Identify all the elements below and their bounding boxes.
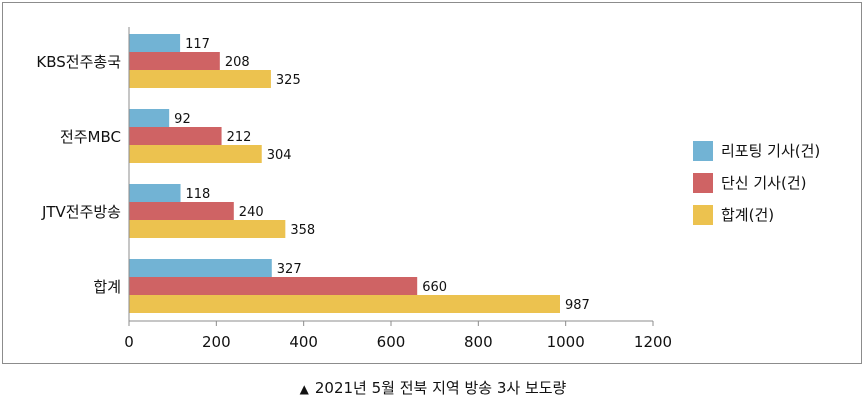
data-label-2-0: 118: [186, 187, 211, 202]
x-tick-label-0: 0: [124, 333, 134, 351]
category-label-2: JTV전주방송: [41, 203, 121, 221]
caption-text: 2021년 5월 전북 지역 방송 3사 보도량: [314, 379, 567, 397]
caption-marker: ▲: [299, 382, 309, 396]
x-tick-label-1: 200: [202, 333, 231, 351]
bar-2-2: [129, 220, 286, 238]
x-tick-label-5: 1000: [547, 333, 585, 351]
bar-0-1: [129, 52, 220, 70]
data-label-1-1: 212: [227, 130, 252, 145]
bar-1-2: [129, 145, 262, 163]
bar-2-1: [129, 202, 234, 220]
legend-label-2: 합계(건): [721, 206, 774, 224]
legend-swatch-0: [693, 141, 713, 161]
data-label-1-0: 92: [174, 112, 191, 127]
data-label-0-0: 117: [185, 37, 210, 52]
data-label-3-1: 660: [422, 280, 447, 295]
bar-0-2: [129, 70, 271, 88]
data-label-3-0: 327: [277, 262, 302, 277]
data-label-2-2: 358: [290, 223, 315, 238]
bar-2-0: [129, 184, 181, 202]
bar-1-0: [129, 109, 170, 127]
category-label-3: 합계: [93, 278, 121, 296]
category-label-1: 전주MBC: [60, 128, 121, 146]
legend-swatch-2: [693, 205, 713, 225]
x-tick-label-3: 600: [377, 333, 406, 351]
figure-caption: ▲ 2021년 5월 전북 지역 방송 3사 보도량: [0, 377, 866, 398]
data-label-3-2: 987: [565, 298, 590, 313]
legend-swatch-1: [693, 173, 713, 193]
bar-3-1: [129, 277, 418, 295]
x-tick-label-2: 400: [289, 333, 318, 351]
data-label-0-2: 325: [276, 73, 301, 88]
legend-label-1: 단신 기사(건): [721, 174, 806, 192]
data-label-2-1: 240: [239, 205, 264, 220]
bar-1-1: [129, 127, 222, 145]
chart-frame: 117 208 325 KBS전주총국 92 212 304 전주MBC 118 240 358 JT…: [2, 2, 862, 364]
x-tick-label-4: 800: [464, 333, 493, 351]
bar-3-0: [129, 259, 272, 277]
data-label-1-2: 304: [267, 148, 292, 163]
bar-3-2: [129, 295, 560, 313]
category-label-0: KBS전주총국: [36, 53, 121, 71]
data-label-0-1: 208: [225, 55, 250, 70]
x-tick-label-6: 1200: [634, 333, 672, 351]
bar-0-0: [129, 34, 181, 52]
bar-chart: 117 208 325 KBS전주총국 92 212 304 전주MBC 118 240 358 JT…: [36, 27, 820, 351]
legend-label-0: 리포팅 기사(건): [721, 142, 820, 160]
